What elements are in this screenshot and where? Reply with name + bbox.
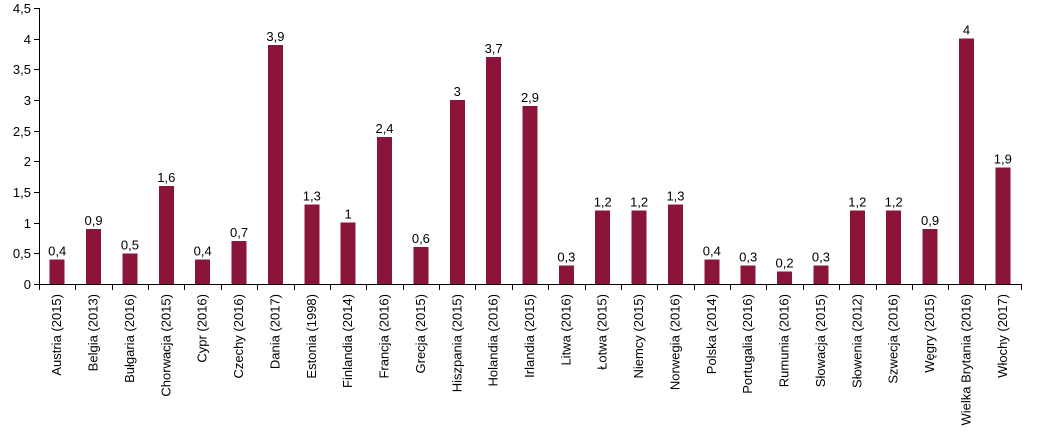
data-label: 1,2	[885, 194, 903, 209]
bar	[777, 271, 793, 284]
data-label: 0,4	[194, 243, 212, 258]
data-label: 0,3	[812, 250, 830, 265]
data-label: 0,3	[557, 250, 575, 265]
bar	[49, 259, 65, 284]
x-tick-label: Norwegia (2016)	[667, 294, 682, 390]
x-tick-label: Słowenia (2012)	[849, 294, 864, 388]
bar	[86, 228, 102, 284]
data-label: 1,2	[630, 194, 648, 209]
x-tick-label: Dania (2017)	[267, 294, 282, 369]
x-tick-label: Rumunia (2016)	[777, 294, 792, 387]
y-tick-label: 3,5	[13, 62, 31, 77]
bar	[849, 210, 865, 284]
bar	[522, 106, 538, 284]
data-label: 4	[963, 23, 970, 38]
bar	[195, 259, 211, 284]
data-label: 1	[345, 207, 352, 222]
bar	[122, 253, 138, 284]
y-tick-label: 1	[24, 216, 31, 231]
data-label: 0,9	[85, 213, 103, 228]
x-tick-label: Belgia (2013)	[86, 294, 101, 371]
bar	[413, 247, 429, 284]
data-label: 0,5	[121, 237, 139, 252]
x-tick-label: Czechy (2016)	[231, 294, 246, 379]
x-tick-label: Polska (2014)	[704, 294, 719, 374]
data-label: 1,3	[303, 188, 321, 203]
x-tick-label: Portugalia (2016)	[740, 294, 755, 394]
x-tick-label: Litwa (2016)	[558, 294, 573, 366]
data-label: 1,9	[994, 151, 1012, 166]
data-label: 3,9	[266, 29, 284, 44]
x-tick-label: Łotwa (2015)	[595, 294, 610, 370]
bar	[922, 228, 938, 284]
bar	[595, 210, 611, 284]
x-axis	[39, 284, 1022, 290]
bar	[886, 210, 902, 284]
x-tick-label: Austria (2015)	[49, 294, 64, 376]
y-tick-label: 4	[24, 32, 31, 47]
data-label: 3	[454, 84, 461, 99]
data-label: 3,7	[485, 41, 503, 56]
y-tick-label: 0	[24, 277, 31, 292]
y-tick-label: 3	[24, 93, 31, 108]
bar	[558, 265, 574, 284]
bar	[158, 185, 174, 284]
data-label: 0,4	[703, 243, 721, 258]
x-tick-label: Francja (2016)	[377, 294, 392, 379]
x-tick-label: Niemcy (2015)	[631, 294, 646, 379]
bar	[704, 259, 720, 284]
y-tick-label: 2	[24, 154, 31, 169]
x-tick-label: Finlandia (2014)	[340, 294, 355, 388]
x-tick-label: Holandia (2016)	[486, 294, 501, 387]
y-tick-label: 4,5	[13, 1, 31, 16]
x-tick-label: Cypr (2016)	[195, 294, 210, 363]
data-label: 0,2	[776, 256, 794, 271]
data-label: 1,3	[666, 188, 684, 203]
bar	[995, 167, 1011, 284]
bar	[486, 57, 502, 284]
y-tick-label: 2,5	[13, 124, 31, 139]
y-axis: 0 0,5 1 1,5 2 2,5 3 3,5 4 4,5	[13, 1, 40, 292]
data-label: 0,6	[412, 231, 430, 246]
bar	[377, 136, 393, 284]
bar	[340, 222, 356, 284]
x-tick-label: Wielka Brytania (2016)	[958, 294, 973, 426]
bar	[231, 241, 247, 284]
bar	[304, 204, 320, 284]
x-tick-labels: Austria (2015) Belgia (2013) Bułgaria (201…	[49, 294, 1010, 426]
x-tick-label: Włochy (2017)	[995, 294, 1010, 378]
data-label: 1,2	[594, 194, 612, 209]
bars	[49, 38, 1011, 284]
bar	[449, 100, 465, 284]
x-tick-label: Estonia (1998)	[304, 294, 319, 379]
data-label: 1,2	[848, 194, 866, 209]
bar	[813, 265, 829, 284]
bar	[667, 204, 683, 284]
x-tick-label: Bułgaria (2016)	[122, 294, 137, 383]
data-label: 1,6	[157, 170, 175, 185]
bar	[958, 38, 974, 284]
y-tick-label: 0,5	[13, 246, 31, 261]
bar	[267, 44, 283, 284]
bar	[631, 210, 647, 284]
data-label: 0,3	[739, 250, 757, 265]
x-tick-label: Węgry (2015)	[922, 294, 937, 373]
x-tick-label: Chorwacja (2015)	[158, 294, 173, 397]
x-tick-label: Szwecja (2016)	[886, 294, 901, 384]
data-label: 0,9	[921, 213, 939, 228]
y-tick-label: 1,5	[13, 185, 31, 200]
data-labels: 0,4 0,9 0,5 1,6 0,4 0,7 3,9 1,3 1 2,4 0,6 3 3,7 2,9 0,…	[48, 23, 1012, 271]
data-label: 0,7	[230, 225, 248, 240]
x-tick-label: Irlandia (2015)	[522, 294, 537, 378]
x-tick-label: Słowacja (2015)	[813, 294, 828, 387]
bar	[740, 265, 756, 284]
data-label: 0,4	[48, 243, 66, 258]
x-tick-label: Grecja (2015)	[413, 294, 428, 373]
x-tick-label: Hiszpania (2015)	[449, 294, 464, 392]
data-label: 2,4	[375, 121, 393, 136]
data-label: 2,9	[521, 90, 539, 105]
